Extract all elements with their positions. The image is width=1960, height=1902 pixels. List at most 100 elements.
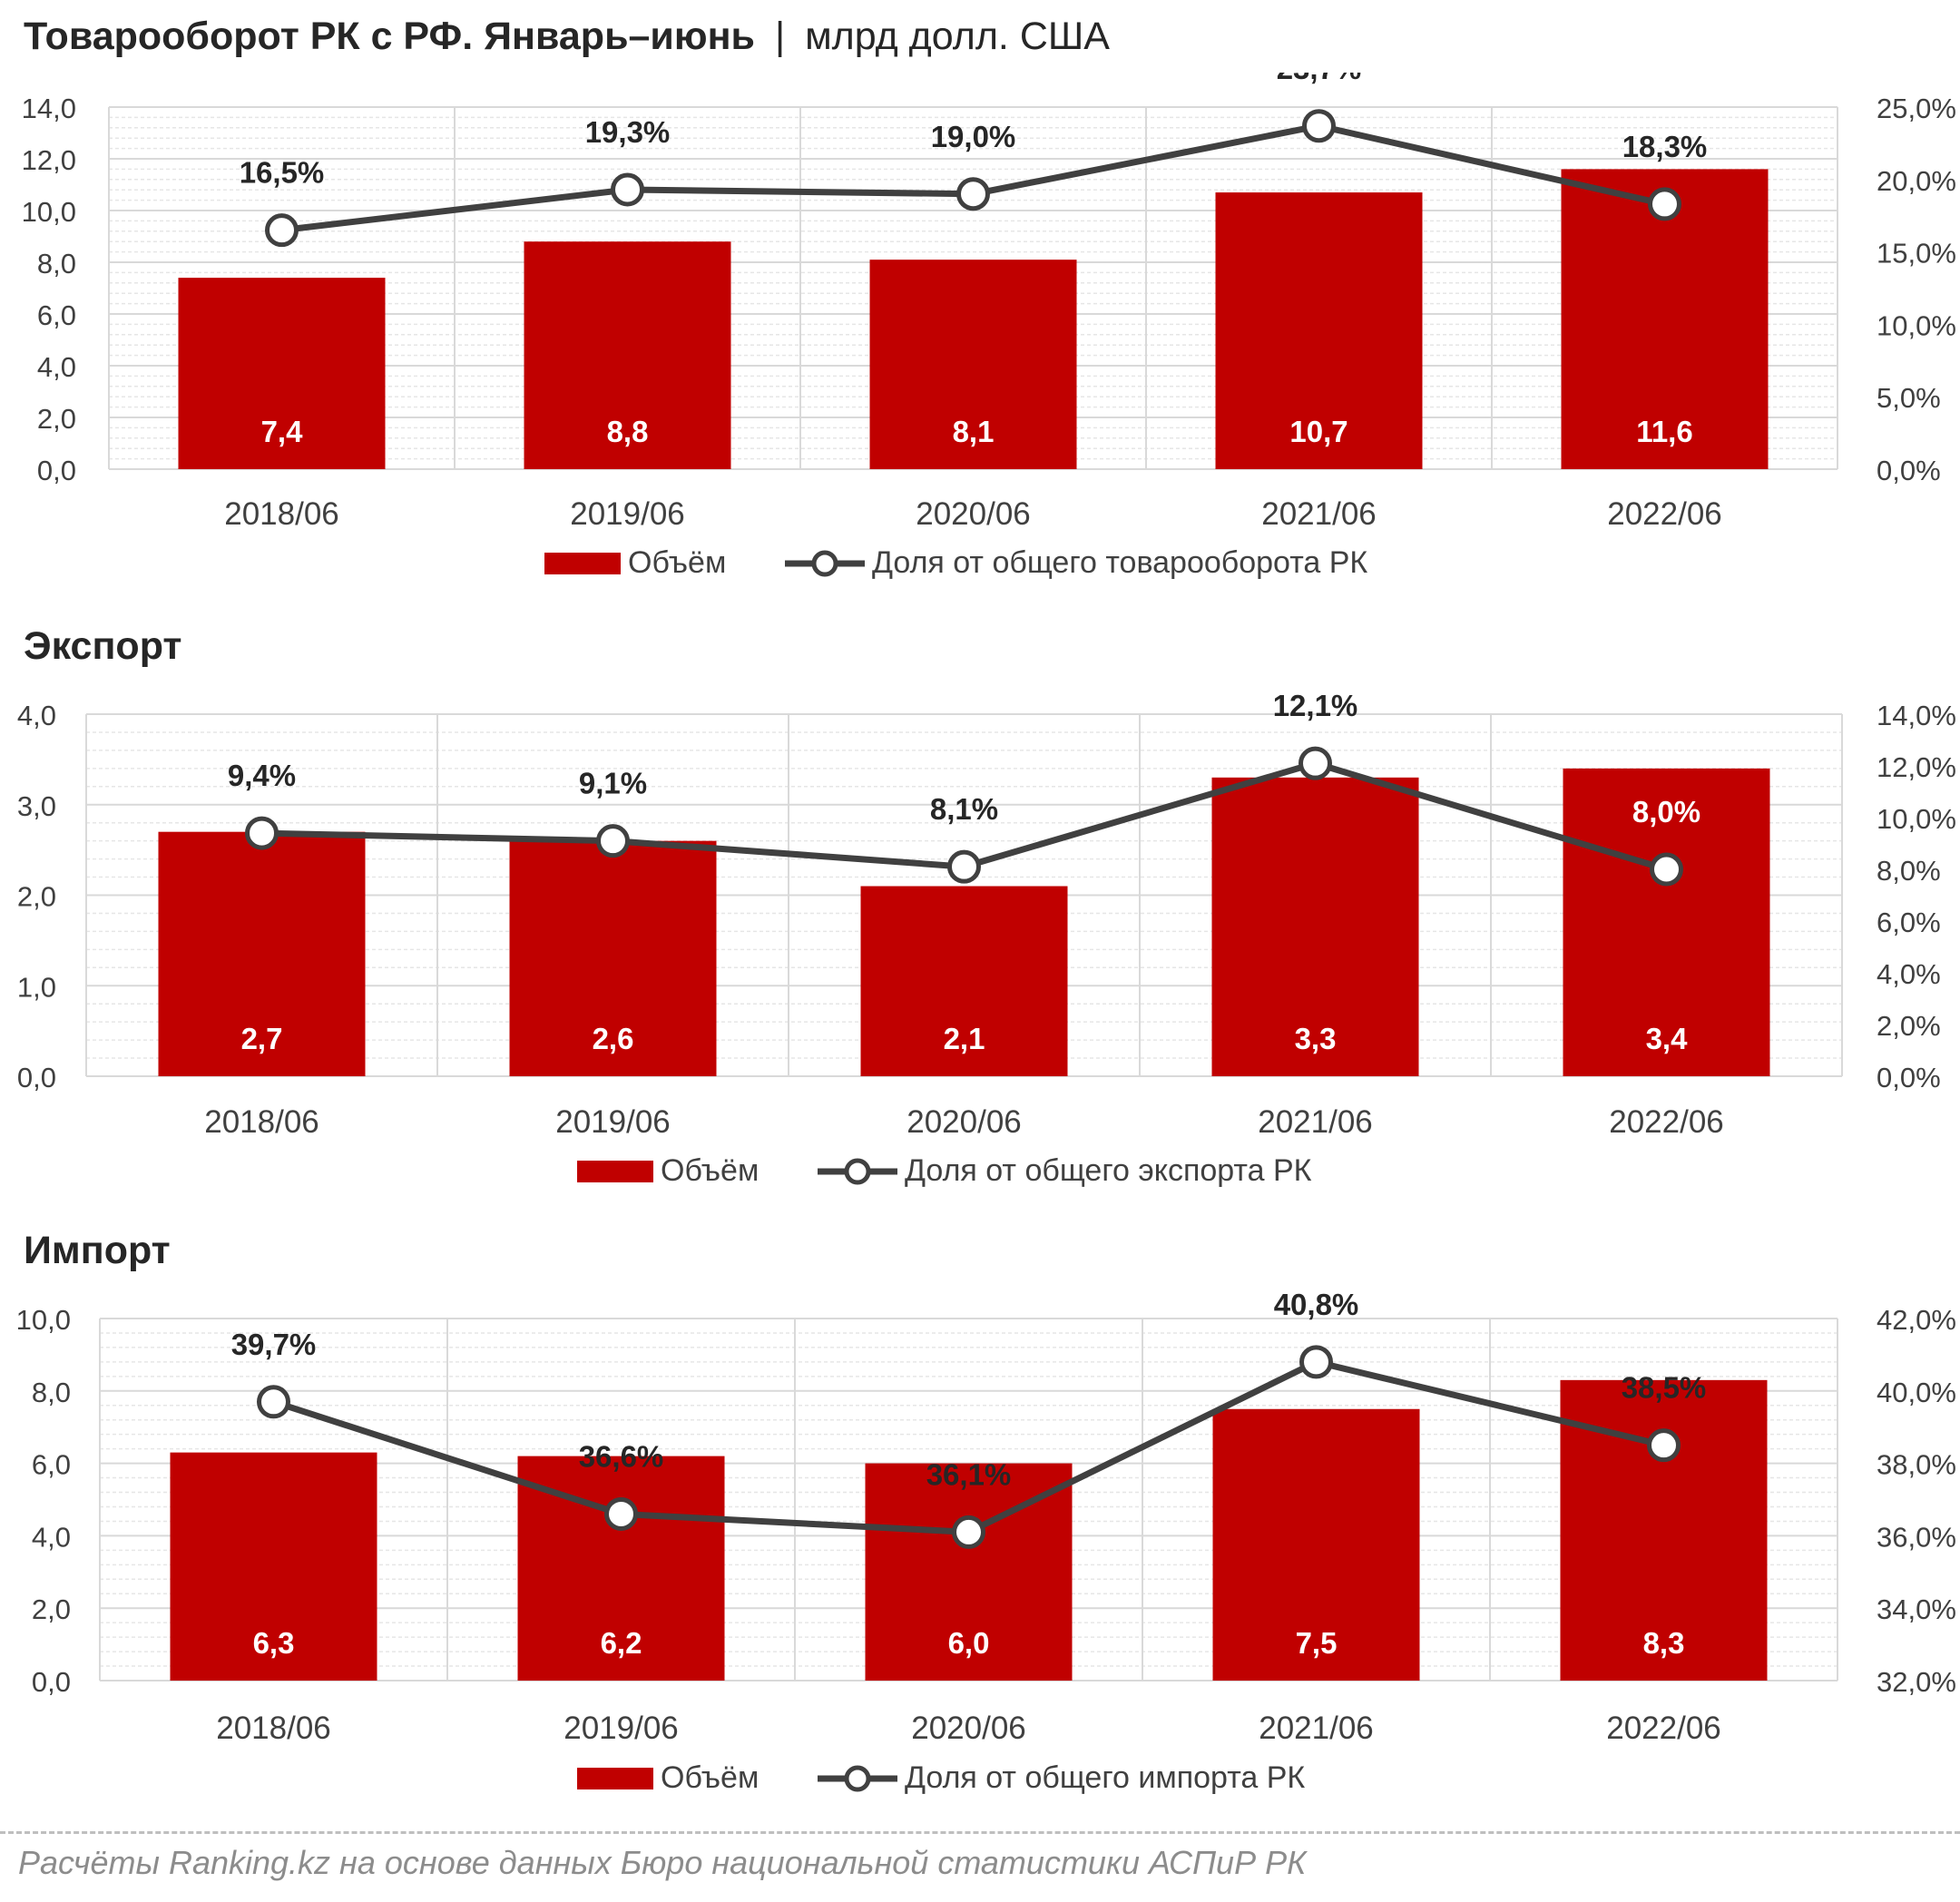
legend-label-volume: Объём xyxy=(661,1760,759,1795)
y2-axis-tick-label: 0,0% xyxy=(1877,455,1941,486)
y2-axis-tick-label: 42,0% xyxy=(1877,1304,1956,1336)
bar xyxy=(509,840,717,1076)
y-axis-tick-label: 8,0 xyxy=(37,248,76,279)
y-axis-tick-label: 12,0 xyxy=(22,144,76,176)
y2-axis-tick-label: 20,0% xyxy=(1877,165,1956,197)
x-axis-category-label: 2020/06 xyxy=(916,496,1031,532)
x-axis-category-label: 2019/06 xyxy=(555,1104,671,1140)
bar xyxy=(860,886,1068,1076)
share-value-label: 12,1% xyxy=(1273,689,1358,722)
legend-swatch-volume xyxy=(544,553,621,574)
bar xyxy=(170,1452,377,1681)
title-separator: | xyxy=(774,15,786,58)
export-chart: 0,0 1,0 2,0 3,0 4,0 0,0% 2,0% 4,0% 6,0% 8,0% 10,0%… xyxy=(17,689,1956,1188)
bar-value-label: 8,3 xyxy=(1643,1626,1685,1660)
y-axis-tick-label: 4,0 xyxy=(32,1521,71,1553)
x-axis-category-label: 2022/06 xyxy=(1609,1104,1724,1140)
y-axis-tick-label: 6,0 xyxy=(37,299,76,331)
y-axis-tick-label: 10,0 xyxy=(16,1304,71,1336)
x-axis-category-label: 2018/06 xyxy=(216,1711,331,1746)
x-axis-category-label: 2021/06 xyxy=(1261,496,1377,532)
bar xyxy=(869,260,1077,469)
share-point xyxy=(1298,746,1332,780)
share-point xyxy=(596,824,630,858)
y2-axis-tick-label: 25,0% xyxy=(1877,93,1956,124)
source-divider xyxy=(0,1831,1960,1834)
share-point xyxy=(1302,109,1336,143)
y2-axis-tick-label: 4,0% xyxy=(1877,958,1941,990)
x-axis-category-label: 2020/06 xyxy=(911,1711,1026,1746)
share-point xyxy=(245,816,279,850)
share-point xyxy=(1650,852,1683,887)
legend-marker-share xyxy=(844,1158,871,1185)
x-axis-category-label: 2019/06 xyxy=(564,1711,679,1746)
source-note: Расчёты Ranking.kz на основе данных Бюро… xyxy=(18,1844,1307,1881)
y2-axis-tick-label: 12,0% xyxy=(1877,751,1956,783)
x-axis-category-label: 2022/06 xyxy=(1607,496,1722,532)
share-point xyxy=(265,213,299,248)
y-axis-tick-label: 0,0 xyxy=(17,1062,56,1093)
bar-value-label: 7,5 xyxy=(1296,1626,1338,1660)
y-axis-tick-label: 4,0 xyxy=(17,700,56,731)
share-point xyxy=(947,849,981,884)
bar-value-label: 6,0 xyxy=(948,1626,990,1660)
x-axis-category-label: 2019/06 xyxy=(570,496,685,532)
bar xyxy=(524,241,731,469)
bar-value-label: 11,6 xyxy=(1636,415,1692,448)
bar-value-label: 3,3 xyxy=(1295,1022,1337,1055)
y-axis-tick-label: 2,0 xyxy=(37,403,76,435)
title-unit: млрд долл. США xyxy=(805,15,1110,58)
y-axis-tick-label: 14,0 xyxy=(22,93,76,124)
share-point xyxy=(1299,1345,1333,1379)
bar xyxy=(1211,777,1419,1076)
bar xyxy=(178,278,386,469)
share-value-label: 23,7% xyxy=(1277,73,1362,85)
share-point xyxy=(257,1385,290,1419)
x-axis-category-label: 2020/06 xyxy=(906,1104,1022,1140)
bar-value-label: 8,8 xyxy=(607,415,649,448)
y2-axis-tick-label: 36,0% xyxy=(1877,1521,1956,1553)
share-value-label: 36,6% xyxy=(579,1439,664,1473)
share-value-label: 18,3% xyxy=(1622,130,1708,163)
share-value-label: 8,0% xyxy=(1632,795,1700,828)
y2-axis-tick-label: 8,0% xyxy=(1877,855,1941,887)
legend-label-volume: Объём xyxy=(661,1153,759,1188)
page-title: Товарооборот РК с РФ. Январь–июнь | млрд… xyxy=(24,15,1110,59)
bar-value-label: 7,4 xyxy=(261,415,304,448)
y2-axis-tick-label: 38,0% xyxy=(1877,1449,1956,1481)
y-axis-tick-label: 6,0 xyxy=(32,1449,71,1481)
share-point xyxy=(952,1515,985,1549)
import-chart: 0,0 2,0 4,0 6,0 8,0 10,0 32,0% 34,0% 36,0% 38,0% 4… xyxy=(16,1288,1956,1795)
y2-axis-tick-label: 10,0% xyxy=(1877,309,1956,341)
bar xyxy=(1215,192,1423,470)
share-value-label: 16,5% xyxy=(240,156,325,190)
title-main: Товарооборот РК с РФ. Январь–июнь xyxy=(24,15,755,58)
share-point xyxy=(1647,1428,1681,1463)
y2-axis-tick-label: 34,0% xyxy=(1877,1593,1956,1625)
import-section-title: Импорт xyxy=(24,1229,171,1272)
x-axis-category-label: 2022/06 xyxy=(1606,1711,1721,1746)
x-axis-category-label: 2021/06 xyxy=(1259,1711,1374,1746)
y-axis-tick-label: 2,0 xyxy=(32,1593,71,1625)
share-value-label: 19,0% xyxy=(931,120,1016,153)
y2-axis-tick-label: 40,0% xyxy=(1877,1377,1956,1408)
bar xyxy=(1563,768,1770,1076)
share-value-label: 19,3% xyxy=(585,115,671,149)
share-value-label: 40,8% xyxy=(1274,1288,1359,1321)
legend-marker-share xyxy=(811,550,838,577)
y2-axis-tick-label: 15,0% xyxy=(1877,238,1956,270)
bar-value-label: 8,1 xyxy=(953,415,995,448)
x-axis-category-label: 2018/06 xyxy=(204,1104,319,1140)
x-axis-category-label: 2021/06 xyxy=(1258,1104,1373,1140)
bar-value-label: 2,1 xyxy=(944,1022,985,1055)
y2-axis-tick-label: 6,0% xyxy=(1877,907,1941,938)
share-value-label: 39,7% xyxy=(231,1328,317,1361)
bar-value-label: 2,7 xyxy=(241,1022,283,1055)
bar-value-label: 6,3 xyxy=(253,1626,295,1660)
y2-axis-tick-label: 32,0% xyxy=(1877,1666,1956,1698)
share-value-label: 36,1% xyxy=(926,1457,1012,1491)
y-axis-tick-label: 2,0 xyxy=(17,881,56,913)
y2-axis-tick-label: 2,0% xyxy=(1877,1010,1941,1042)
y-axis-tick-label: 0,0 xyxy=(37,455,76,486)
share-point xyxy=(604,1496,638,1531)
